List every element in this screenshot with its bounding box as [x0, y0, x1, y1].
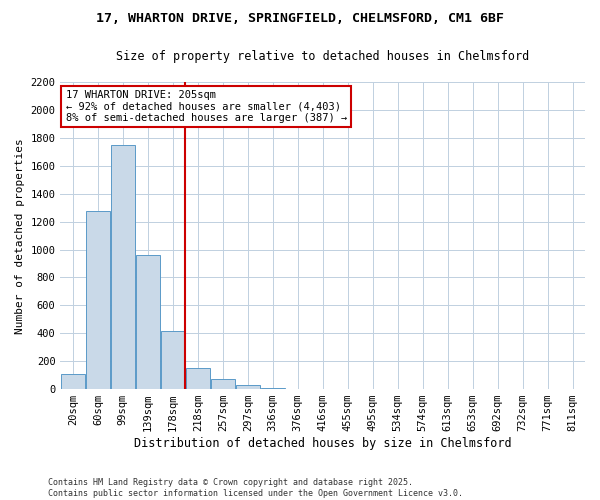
Title: Size of property relative to detached houses in Chelmsford: Size of property relative to detached ho…	[116, 50, 529, 63]
Text: Contains HM Land Registry data © Crown copyright and database right 2025.
Contai: Contains HM Land Registry data © Crown c…	[48, 478, 463, 498]
X-axis label: Distribution of detached houses by size in Chelmsford: Distribution of detached houses by size …	[134, 437, 512, 450]
Bar	[86, 210, 110, 389]
Bar	[186, 368, 209, 389]
Bar	[261, 388, 284, 389]
Y-axis label: Number of detached properties: Number of detached properties	[15, 138, 25, 334]
Bar	[211, 380, 235, 389]
Text: 17, WHARTON DRIVE, SPRINGFIELD, CHELMSFORD, CM1 6BF: 17, WHARTON DRIVE, SPRINGFIELD, CHELMSFO…	[96, 12, 504, 26]
Text: 17 WHARTON DRIVE: 205sqm
← 92% of detached houses are smaller (4,403)
8% of semi: 17 WHARTON DRIVE: 205sqm ← 92% of detach…	[65, 90, 347, 123]
Bar	[61, 374, 85, 389]
Bar	[136, 255, 160, 389]
Bar	[111, 145, 135, 389]
Bar	[236, 385, 260, 389]
Bar	[161, 330, 185, 389]
